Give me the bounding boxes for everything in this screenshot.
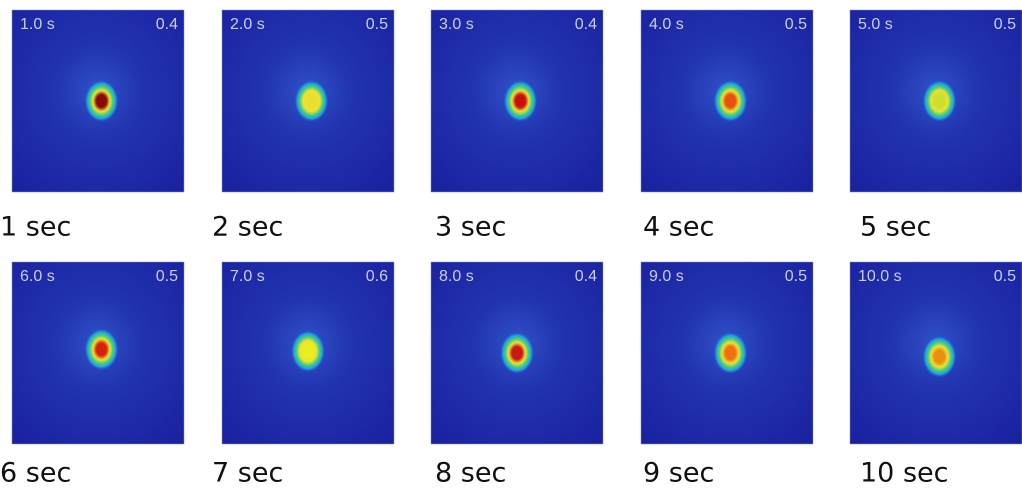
- heat-spot: [84, 80, 118, 122]
- time-label: 4.0 s: [649, 16, 684, 33]
- panel: 8.0 s 0.4 8 sec: [431, 262, 603, 489]
- caption: 10 sec: [860, 458, 948, 489]
- caption: 1 sec: [0, 212, 71, 243]
- figure: 1.0 s 0.4 1 sec 2.0 s 0.5 2 sec 3.0 s 0.4 3 sec 4…: [0, 0, 1022, 489]
- caption: 6 sec: [0, 458, 71, 489]
- peak-value: 0.4: [575, 16, 597, 33]
- peak-value: 0.5: [994, 268, 1016, 285]
- heat-spot: [84, 328, 118, 370]
- caption: 4 sec: [643, 212, 714, 243]
- heat-spot: [503, 80, 537, 122]
- heat-spot: [713, 332, 747, 374]
- heat-spot: [291, 330, 325, 372]
- heat-spot: [500, 332, 534, 374]
- time-label: 6.0 s: [20, 268, 55, 285]
- caption: 9 sec: [643, 458, 714, 489]
- peak-value: 0.5: [994, 16, 1016, 33]
- peak-value: 0.4: [575, 268, 597, 285]
- panel: 9.0 s 0.5 9 sec: [641, 262, 813, 489]
- panel: 6.0 s 0.5 6 sec: [0, 262, 184, 489]
- caption: 8 sec: [435, 458, 506, 489]
- panel: 1.0 s 0.4 1 sec: [0, 10, 184, 243]
- heat-spot: [713, 80, 747, 122]
- caption: 3 sec: [435, 212, 506, 243]
- time-label: 9.0 s: [649, 268, 684, 285]
- time-label: 8.0 s: [439, 268, 474, 285]
- caption: 7 sec: [212, 458, 283, 489]
- panel: 3.0 s 0.4 3 sec: [431, 10, 603, 243]
- panel: 2.0 s 0.5 2 sec: [212, 10, 394, 243]
- panel: 10.0 s 0.5 10 sec: [850, 262, 1022, 489]
- panel: 7.0 s 0.6 7 sec: [212, 262, 394, 489]
- time-label: 2.0 s: [230, 16, 265, 33]
- heat-spot: [294, 80, 328, 122]
- heat-spot: [922, 336, 956, 378]
- caption: 5 sec: [860, 212, 931, 243]
- time-label: 5.0 s: [858, 16, 893, 33]
- time-label: 7.0 s: [230, 268, 265, 285]
- peak-value: 0.5: [785, 268, 807, 285]
- time-label: 1.0 s: [20, 16, 55, 33]
- heat-spot: [922, 80, 956, 122]
- time-label: 10.0 s: [858, 268, 902, 285]
- peak-value: 0.5: [785, 16, 807, 33]
- time-label: 3.0 s: [439, 16, 474, 33]
- peak-value: 0.6: [366, 268, 388, 285]
- caption: 2 sec: [212, 212, 283, 243]
- peak-value: 0.5: [156, 268, 178, 285]
- peak-value: 0.4: [156, 16, 178, 33]
- panel: 5.0 s 0.5 5 sec: [850, 10, 1022, 243]
- panel: 4.0 s 0.5 4 sec: [641, 10, 813, 243]
- peak-value: 0.5: [366, 16, 388, 33]
